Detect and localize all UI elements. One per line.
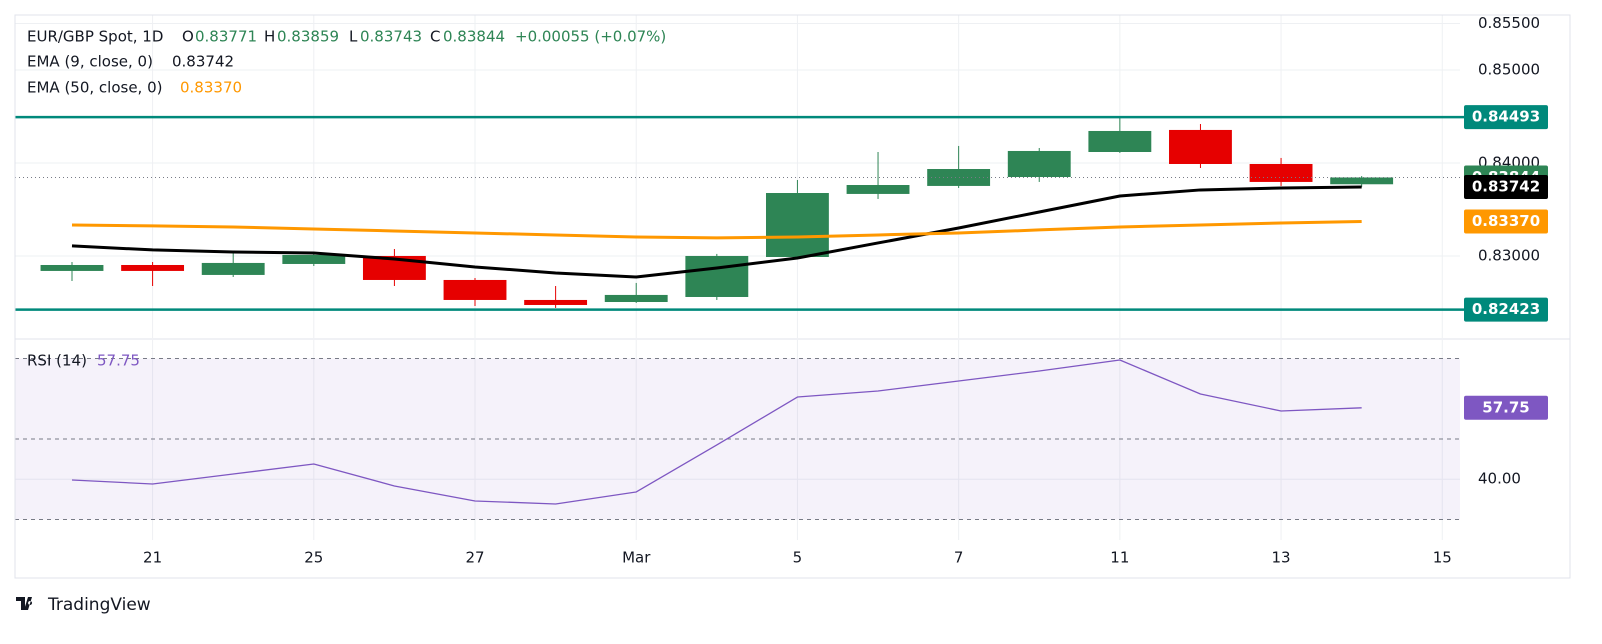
ohlc-label: H <box>264 28 275 46</box>
x-tick-label: 21 <box>143 549 162 567</box>
candle-body <box>765 193 829 257</box>
ohlc-label: C <box>430 28 440 46</box>
candle-body <box>1249 163 1313 182</box>
symbol-title: EUR/GBP Spot, 1D <box>27 28 163 46</box>
price-badge <box>1464 395 1548 420</box>
x-tick-label: 5 <box>793 549 803 567</box>
change: +0.00055 (+0.07%) <box>515 28 666 46</box>
plot-layer <box>15 115 1460 520</box>
candle-body <box>1088 130 1152 152</box>
price-badge-label: 0.83370 <box>1472 212 1540 230</box>
pane-plot <box>15 115 1460 311</box>
price-badge <box>1464 174 1548 199</box>
candle-body <box>443 279 507 300</box>
footer-brand: TradingView <box>47 595 151 615</box>
x-tick-label: 13 <box>1272 549 1291 567</box>
chart-border <box>14 14 1571 579</box>
x-tick-label: 25 <box>304 549 323 567</box>
ohlc-value: 0.83771 <box>195 28 257 46</box>
x-tick-label: 11 <box>1110 549 1129 567</box>
price-badge-label: 0.84493 <box>1472 108 1540 126</box>
x-tick-label: 15 <box>1433 549 1452 567</box>
series-line <box>71 220 1362 240</box>
header: EUR/GBP Spot, 1D O 0.83771 H 0.83859 L 0… <box>27 28 666 370</box>
y-tick-label: 0.85500 <box>1478 14 1540 32</box>
candle-body <box>604 294 668 303</box>
rsi-title: RSI (14) <box>27 352 87 370</box>
legend-value: 0.83370 <box>180 79 242 97</box>
ohlc-label: O <box>182 28 194 46</box>
series-line <box>71 359 1362 505</box>
price-badge-label: 0.83742 <box>1472 177 1540 195</box>
candle-body <box>121 264 185 271</box>
y-tick-label: 40.00 <box>1478 470 1521 488</box>
price-badge-label: 57.75 <box>1482 398 1529 416</box>
legend-value: 0.83742 <box>172 53 234 71</box>
y-tick-label: 0.83000 <box>1478 246 1540 264</box>
price-badge <box>1464 209 1548 234</box>
legend-name: EMA (9, close, 0) <box>27 53 153 71</box>
ohlc-value: 0.83844 <box>443 28 505 46</box>
candle-body <box>1330 177 1394 185</box>
x-tick-label: 27 <box>465 549 484 567</box>
x-tick-label: Mar <box>622 549 651 567</box>
ohlc-label: L <box>349 28 358 46</box>
logo: TradingView <box>16 595 151 615</box>
candle-body <box>201 262 265 275</box>
rsi-value: 57.75 <box>97 352 140 370</box>
candle-body <box>685 255 749 297</box>
price-badge <box>1464 105 1548 130</box>
ohlc-value: 0.83743 <box>360 28 422 46</box>
candle-body <box>40 264 104 271</box>
legend-name: EMA (50, close, 0) <box>27 79 163 97</box>
candle-body <box>524 299 588 305</box>
y-tick-label: 0.85000 <box>1478 60 1540 78</box>
logo-icon <box>16 597 33 610</box>
x-tick-label: 7 <box>954 549 964 567</box>
candle-body <box>1169 129 1232 164</box>
series-line <box>71 185 1362 279</box>
price-badge <box>1464 297 1548 322</box>
candle-body <box>282 254 346 264</box>
ohlc-value: 0.83859 <box>277 28 339 46</box>
axis-layer: 0.855000.850000.840000.830000.844930.824… <box>143 14 1548 567</box>
candle-body <box>846 185 910 194</box>
price-badge-label: 0.82423 <box>1472 300 1540 318</box>
pane-plot <box>15 358 1460 520</box>
grid-layer <box>15 15 1460 540</box>
candle-body <box>1007 150 1071 178</box>
candle-body <box>927 169 991 186</box>
